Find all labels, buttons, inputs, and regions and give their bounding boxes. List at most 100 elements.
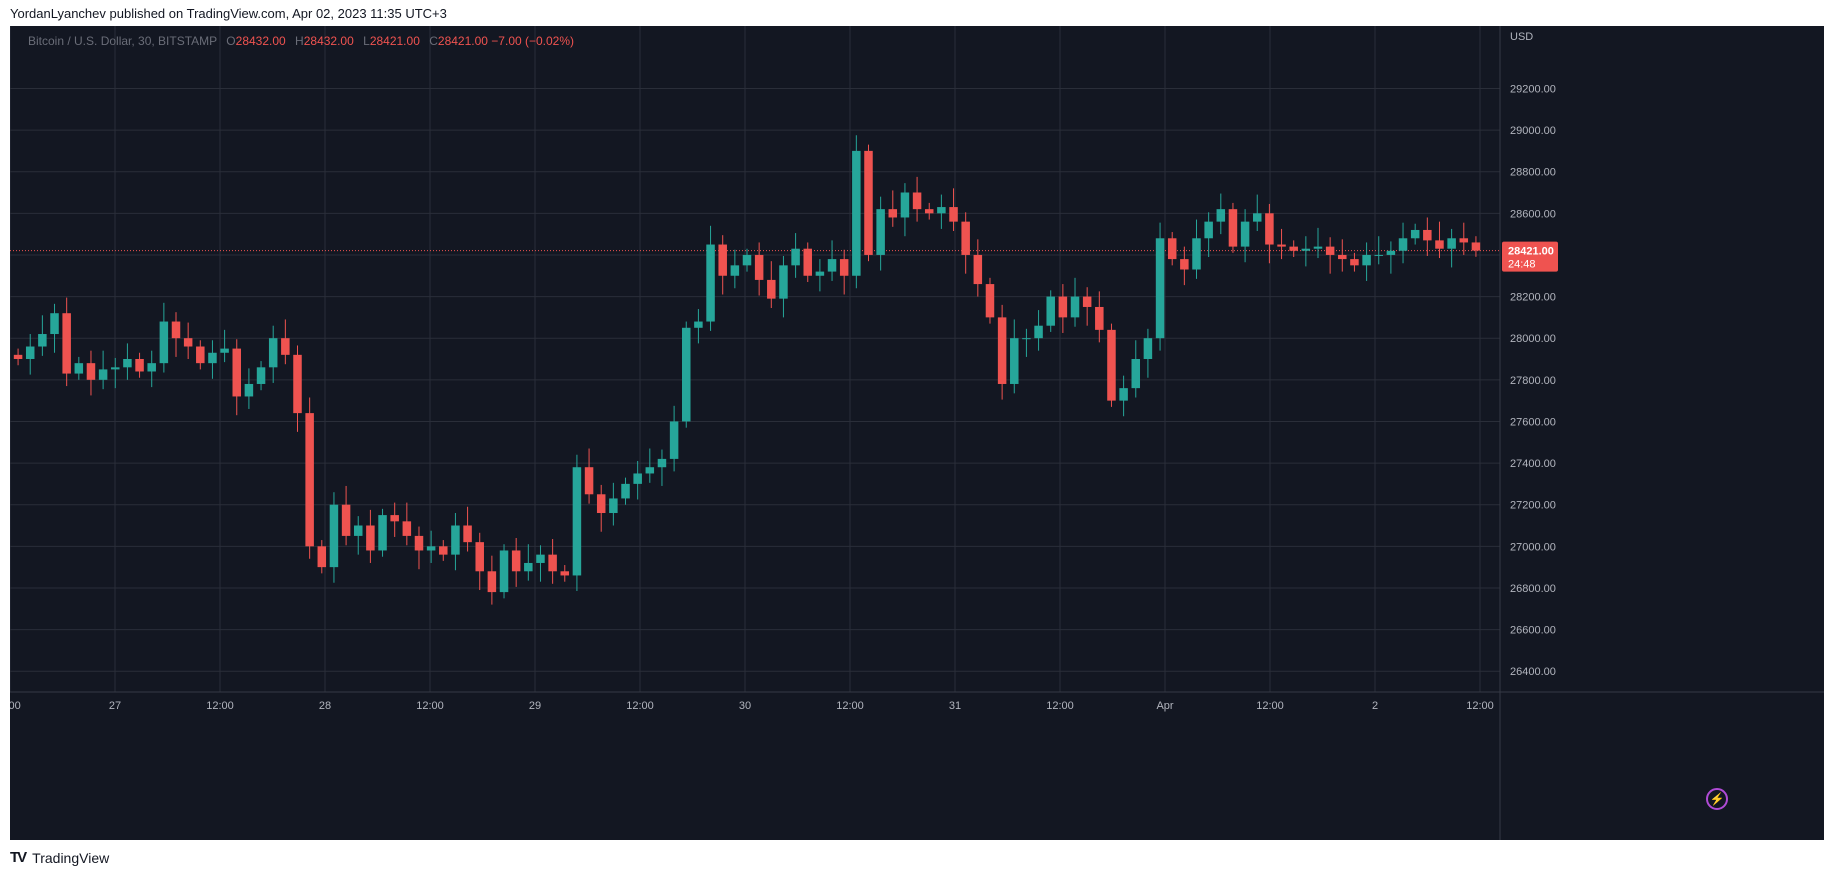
x-tick-label: 12:00 bbox=[1466, 700, 1494, 712]
chart-legend: Bitcoin / U.S. Dollar, 30, BITSTAMP O284… bbox=[28, 34, 574, 48]
candle-body bbox=[1107, 329, 1116, 401]
candle-body bbox=[609, 498, 618, 514]
candle-body bbox=[1313, 246, 1323, 249]
y-tick-label: 28800.00 bbox=[1510, 167, 1556, 179]
candle-body bbox=[1192, 238, 1201, 270]
x-tick-label: 30 bbox=[739, 700, 751, 712]
x-tick-label: Apr bbox=[1156, 700, 1173, 712]
publish-caption: YordanLyanchev published on TradingView.… bbox=[10, 6, 447, 21]
candle-body bbox=[888, 209, 898, 218]
candle-body bbox=[38, 334, 47, 347]
candle-body bbox=[645, 467, 655, 474]
candle-body bbox=[183, 338, 193, 347]
candles bbox=[13, 135, 1481, 605]
candle-body bbox=[1228, 209, 1238, 247]
candle-body bbox=[1167, 238, 1177, 260]
candle-body bbox=[1386, 250, 1396, 255]
candle-body bbox=[1398, 238, 1408, 251]
y-tick-label: 27200.00 bbox=[1510, 500, 1556, 512]
y-tick-label: 27800.00 bbox=[1510, 375, 1556, 387]
close-value: 28421.00 bbox=[437, 34, 488, 48]
candle-body bbox=[706, 244, 715, 322]
candle-body bbox=[1459, 238, 1469, 243]
candle-body bbox=[13, 354, 23, 359]
y-tick-label: 28600.00 bbox=[1510, 208, 1556, 220]
high-key: H bbox=[295, 34, 304, 48]
candle-body bbox=[123, 359, 132, 368]
candle-body bbox=[1301, 248, 1311, 251]
candle-body bbox=[1240, 221, 1250, 247]
candle-body bbox=[524, 562, 533, 572]
candle-body bbox=[196, 346, 205, 364]
symbol-label: Bitcoin / U.S. Dollar, 30, BITSTAMP bbox=[28, 34, 217, 48]
candle-body bbox=[1143, 338, 1153, 359]
candle-body bbox=[560, 571, 570, 576]
candle-body bbox=[1070, 296, 1080, 318]
candle-body bbox=[1423, 229, 1432, 241]
candle-body bbox=[839, 259, 849, 276]
y-tick-label: 29000.00 bbox=[1510, 125, 1556, 137]
candle-body bbox=[657, 458, 667, 468]
x-tick-label: 12:00 bbox=[1046, 700, 1074, 712]
candle-body bbox=[596, 494, 606, 514]
x-tick-label: 12:00 bbox=[836, 700, 864, 712]
y-tick-label: 29200.00 bbox=[1510, 83, 1556, 95]
candle-body bbox=[1362, 254, 1371, 266]
candle-body bbox=[1119, 388, 1128, 401]
x-tick-label: 2 bbox=[1372, 700, 1378, 712]
candle-body bbox=[1204, 221, 1213, 239]
candle-body bbox=[1265, 213, 1274, 245]
candle-body bbox=[1325, 246, 1335, 255]
x-tick-label: 31 bbox=[949, 700, 961, 712]
candle-body bbox=[159, 321, 169, 364]
candle-body bbox=[135, 359, 144, 372]
candle-body bbox=[827, 259, 837, 272]
x-tick-label: 12:00 bbox=[206, 700, 234, 712]
candle-body bbox=[366, 525, 375, 551]
candle-body bbox=[1131, 359, 1141, 389]
candle-body bbox=[876, 209, 885, 255]
candle-body bbox=[62, 313, 71, 374]
candle-body bbox=[924, 209, 934, 214]
candle-body bbox=[1447, 238, 1456, 249]
candle-body bbox=[718, 244, 727, 276]
lightning-icon[interactable]: ⚡ bbox=[1706, 788, 1728, 810]
candle-body bbox=[1289, 246, 1298, 251]
candle-body bbox=[1022, 338, 1031, 340]
candle-body bbox=[949, 207, 958, 222]
candle-body bbox=[1095, 306, 1104, 330]
last-price-badge bbox=[1502, 241, 1558, 272]
candle-body bbox=[815, 271, 825, 276]
candle-body bbox=[997, 317, 1007, 384]
close-key: C bbox=[429, 34, 438, 48]
candle-body bbox=[426, 546, 436, 551]
candle-body bbox=[98, 369, 108, 380]
candlestick-chart[interactable]: 26400.00 26600.00 26800.00 27000.00 27200.00… bbox=[10, 26, 1824, 840]
candle-body bbox=[147, 363, 156, 372]
low-value: 28421.00 bbox=[369, 34, 420, 48]
candle-body bbox=[463, 525, 472, 543]
candle-body bbox=[1252, 213, 1262, 222]
x-tick-label: 5:00 bbox=[10, 700, 21, 712]
candle-body bbox=[1435, 240, 1444, 249]
candle-body bbox=[232, 348, 242, 397]
candle-body bbox=[536, 554, 545, 563]
candle-body bbox=[1350, 259, 1359, 266]
y-tick-label: 27600.00 bbox=[1510, 416, 1556, 428]
candle-body bbox=[341, 504, 351, 536]
candle-body bbox=[439, 546, 448, 555]
candle-body bbox=[973, 254, 983, 285]
axes: 26400.00 26600.00 26800.00 27000.00 27200.00… bbox=[10, 26, 1824, 840]
candle-body bbox=[25, 346, 35, 359]
candle-body bbox=[390, 515, 399, 522]
candle-body bbox=[256, 367, 266, 384]
y-tick-label: 27000.00 bbox=[1510, 541, 1556, 553]
change-value: −7.00 (−0.02%) bbox=[491, 34, 575, 48]
candle-body bbox=[1180, 259, 1189, 270]
candle-body bbox=[548, 554, 557, 572]
candle-body bbox=[621, 483, 630, 499]
candle-body bbox=[305, 413, 314, 547]
candle-body bbox=[111, 367, 120, 370]
brand-name: TradingView bbox=[32, 849, 110, 866]
chart-panel[interactable]: 26400.00 26600.00 26800.00 27000.00 27200.00… bbox=[10, 26, 1824, 840]
